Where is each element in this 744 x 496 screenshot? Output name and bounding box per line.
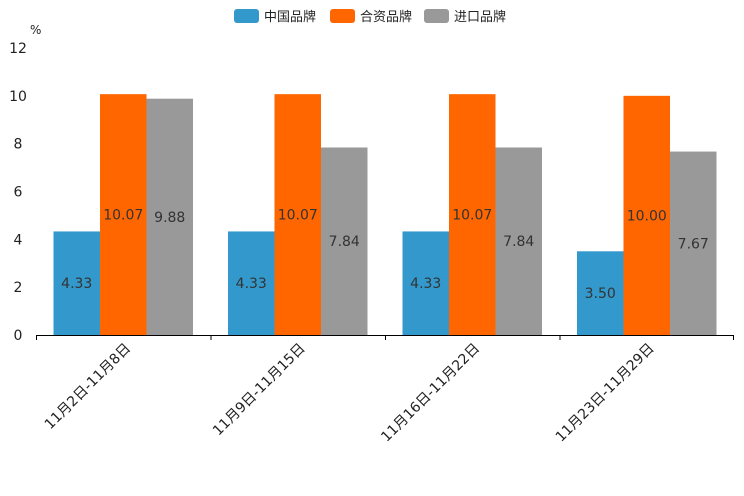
data-labels: 4.33 10.07 9.88 4.33 10.07 7.84 4.33 10.07 7.84 3… (61, 208, 709, 303)
data-label: 4.33 (410, 276, 441, 292)
data-label: 7.84 (329, 234, 360, 250)
legend-label: 合资品牌 (360, 9, 412, 25)
bar-2-2 (274, 94, 321, 335)
legend-item: 中国品牌 (234, 9, 316, 25)
bar-3-3 (495, 147, 542, 335)
bar-1-3 (402, 231, 449, 335)
bar-2-4 (623, 95, 670, 335)
data-label: 9.88 (154, 210, 185, 226)
legend-swatch (330, 9, 355, 23)
x-axis: 11月2日-11月8日 11月9日-11月15日 11月16日-11月22日 11月2… (36, 335, 734, 446)
data-label: 10.07 (452, 208, 492, 224)
bar-3-4 (670, 151, 717, 335)
y-tick-label: 2 (14, 280, 23, 296)
y-tick-label: 6 (14, 185, 23, 201)
y-tick-label: 0 (14, 328, 23, 344)
bar-2-3 (449, 94, 496, 335)
y-tick-label: 10 (9, 89, 27, 105)
legend-item: 合资品牌 (330, 9, 412, 25)
legend: 中国品牌 合资品牌 进口品牌 (234, 9, 506, 25)
bars (53, 94, 717, 335)
y-axis: 0 2 4 6 8 10 12 (9, 41, 27, 344)
bar-1-1 (53, 231, 100, 335)
bar-2-1 (100, 94, 147, 335)
data-label: 7.84 (503, 234, 534, 250)
y-tick-label: 8 (14, 137, 23, 153)
bar-3-2 (321, 147, 368, 335)
data-label: 10.07 (103, 208, 143, 224)
data-label: 10.07 (278, 208, 318, 224)
x-tick-label: 11月16日-11月22日 (378, 341, 483, 446)
data-label: 3.50 (585, 286, 616, 302)
y-tick-label: 4 (14, 232, 23, 248)
data-label: 10.00 (627, 208, 667, 224)
y-axis-unit-label: % (30, 23, 41, 37)
legend-label: 中国品牌 (264, 9, 316, 25)
y-tick-label: 12 (9, 41, 27, 57)
bar-1-2 (228, 231, 275, 335)
bar-1-4 (577, 251, 624, 335)
legend-swatch (234, 9, 259, 23)
legend-item: 进口品牌 (424, 9, 506, 25)
bar-3-1 (146, 98, 193, 335)
data-label: 7.67 (678, 236, 709, 252)
x-tick-label: 11月9日-11月15日 (210, 341, 309, 440)
data-label: 4.33 (236, 276, 267, 292)
legend-label: 进口品牌 (454, 9, 506, 25)
x-tick-label: 11月23日-11月29日 (553, 341, 658, 446)
legend-swatch (424, 9, 449, 23)
data-label: 4.33 (61, 276, 92, 292)
x-tick-label: 11月2日-11月8日 (42, 341, 134, 433)
